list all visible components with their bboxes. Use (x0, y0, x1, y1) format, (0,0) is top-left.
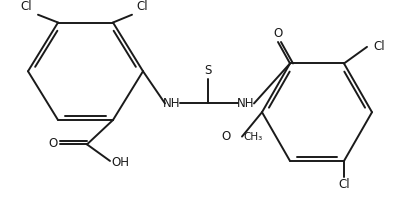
Text: OH: OH (111, 156, 129, 169)
Text: Cl: Cl (337, 178, 349, 191)
Text: S: S (204, 64, 211, 77)
Text: Cl: Cl (136, 0, 147, 13)
Text: O: O (48, 137, 58, 150)
Text: O: O (273, 27, 282, 40)
Text: Cl: Cl (372, 40, 384, 53)
Text: NH: NH (163, 97, 180, 110)
Text: CH₃: CH₃ (243, 132, 262, 142)
Text: Cl: Cl (20, 0, 32, 13)
Text: NH: NH (237, 97, 254, 110)
Text: O: O (221, 130, 230, 143)
